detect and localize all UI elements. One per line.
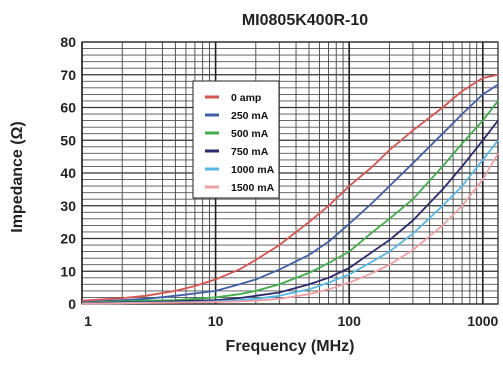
y-tick-label: 70 (60, 67, 76, 83)
y-axis-label: Impedance (Ω) (9, 121, 26, 233)
legend-label: 1000 mA (231, 164, 275, 176)
x-tick-label: 10 (208, 313, 224, 329)
y-tick-label: 30 (60, 198, 76, 214)
y-tick-label: 50 (60, 132, 76, 148)
series-line (81, 120, 499, 305)
series-line (81, 83, 499, 304)
y-tick-label: 40 (60, 165, 76, 181)
series-layer (81, 73, 499, 305)
y-tick-label: 80 (60, 34, 76, 50)
grid (81, 41, 499, 305)
y-tick-label: 0 (68, 296, 76, 312)
legend-label: 250 mA (231, 110, 269, 122)
series-line (81, 152, 499, 305)
y-tick-label: 10 (60, 263, 76, 279)
series-line (81, 73, 499, 302)
plot-frame (81, 41, 499, 305)
x-tick-label: 1 (84, 313, 92, 329)
x-tick-label: 100 (338, 313, 362, 329)
x-tick-label: 1000 (467, 313, 498, 329)
legend-label: 0 amp (231, 92, 261, 104)
axes: 0 10 20 30 40 50 60 70 80 1 10 100 1000 (60, 34, 498, 329)
x-axis-label: Frequency (MHz) (226, 338, 355, 355)
y-tick-label: 20 (60, 231, 76, 247)
legend-label: 750 mA (231, 146, 269, 158)
series-line (81, 100, 499, 304)
legend-box (192, 80, 280, 199)
chart-title: MI0805K400R-10 (242, 12, 368, 29)
legend: 0 amp 250 mA 500 mA 750 mA 1000 mA 1500 mA (192, 80, 280, 199)
y-tick-label: 60 (60, 100, 76, 116)
legend-label: 1500 mA (231, 182, 275, 194)
legend-label: 500 mA (231, 128, 269, 140)
